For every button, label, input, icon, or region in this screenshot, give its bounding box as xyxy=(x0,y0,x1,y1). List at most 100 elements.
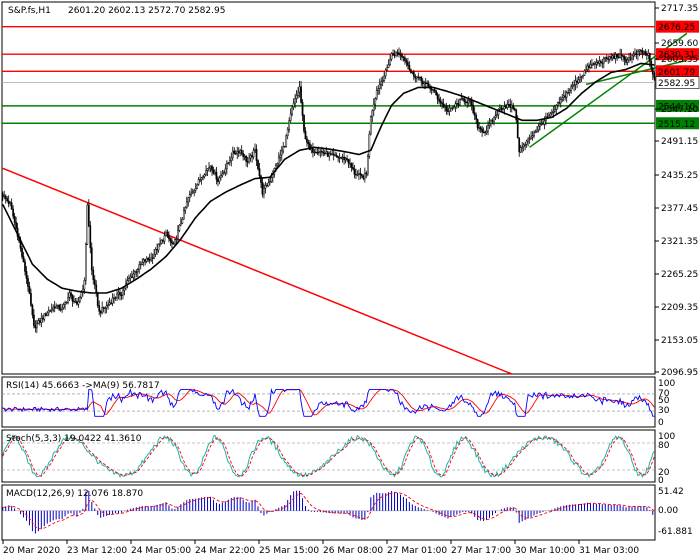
candle-body xyxy=(237,151,240,154)
candle-body xyxy=(467,100,470,104)
candle-body xyxy=(107,304,109,306)
candle-body xyxy=(30,293,32,306)
panel-frames xyxy=(1,1,656,541)
candle-body xyxy=(102,307,105,309)
candle-body xyxy=(83,280,86,290)
level-label-3: 2544.10 xyxy=(658,102,695,112)
candle-body xyxy=(458,99,461,106)
x-tick-label: 23 Mar 12:00 xyxy=(67,546,127,556)
candle-body xyxy=(225,163,228,170)
candle-body xyxy=(559,99,562,104)
candle-body xyxy=(447,110,449,112)
candle-body xyxy=(340,157,342,159)
candle-body xyxy=(456,103,458,105)
candle-body xyxy=(573,84,575,86)
candle-body xyxy=(181,218,184,224)
candle-body xyxy=(13,216,16,223)
x-tick-label: 27 Mar 17:00 xyxy=(451,546,511,556)
candle-body xyxy=(145,258,148,262)
candle-body xyxy=(286,129,289,137)
candle-body xyxy=(325,151,328,154)
candle-body xyxy=(585,69,587,72)
candle-body xyxy=(644,51,647,55)
candle-body xyxy=(166,231,169,237)
level-label-0: 2676.25 xyxy=(658,23,695,33)
candle-body xyxy=(212,170,215,174)
candle-body xyxy=(412,71,415,77)
candle-body xyxy=(217,179,219,182)
candle-body xyxy=(292,102,295,108)
candle-body xyxy=(390,53,393,60)
candle-body xyxy=(614,54,617,59)
main-y-tick-label: 2377.45 xyxy=(661,204,698,214)
candle-body xyxy=(228,160,231,163)
candle-body xyxy=(209,165,212,169)
rsi-y-tick-label: 100 xyxy=(658,379,675,389)
candle-body xyxy=(67,296,69,303)
candle-body xyxy=(625,59,627,63)
rsi-line xyxy=(2,388,655,417)
candle-body xyxy=(426,82,429,84)
rsi-y-tick-label: 50 xyxy=(658,396,670,406)
candle-body xyxy=(602,58,605,64)
candle-body xyxy=(27,278,29,287)
trendline-2 xyxy=(585,59,688,86)
stoch-d-line xyxy=(2,436,655,477)
candle-body xyxy=(414,76,417,79)
candle-body xyxy=(282,146,285,152)
candle-body xyxy=(421,80,424,85)
candle-body xyxy=(337,156,339,159)
candle-body xyxy=(372,103,375,112)
candle-body xyxy=(491,120,494,122)
candle-body xyxy=(135,271,138,273)
candle-body xyxy=(595,62,598,65)
candle-body xyxy=(389,58,391,66)
candle-body xyxy=(251,155,253,158)
candle-body xyxy=(319,151,322,153)
candle-body xyxy=(543,120,546,125)
candle-body xyxy=(461,98,464,100)
candle-body xyxy=(211,165,213,171)
stoch-label: Stoch(5,3,3) 19.0422 41.3610 xyxy=(6,434,142,444)
candle-body xyxy=(506,104,509,109)
candle-body xyxy=(34,325,37,329)
candle-body xyxy=(592,63,595,65)
candle-body xyxy=(562,95,565,98)
candle-body xyxy=(528,138,531,140)
candle-body xyxy=(616,54,619,58)
candle-body xyxy=(374,98,377,105)
candle-body xyxy=(227,162,230,164)
candle-body xyxy=(500,107,503,110)
candle-body xyxy=(424,82,427,84)
candle-body xyxy=(168,236,170,240)
candle-body xyxy=(356,174,359,176)
candle-body xyxy=(653,73,656,78)
candle-body xyxy=(453,106,455,108)
candle-body xyxy=(306,138,308,143)
candle-body xyxy=(185,201,188,208)
candle-body xyxy=(647,53,650,56)
main-y-tick-label: 2265.25 xyxy=(661,270,698,280)
candle-body xyxy=(46,312,49,316)
candle-body xyxy=(218,177,221,182)
candle-body xyxy=(64,302,66,305)
candle-body xyxy=(120,294,123,297)
candle-body xyxy=(307,142,310,145)
candle-body xyxy=(122,289,124,296)
candle-body xyxy=(607,58,610,60)
candle-body xyxy=(267,182,270,187)
main-y-tick-label: 2659.60 xyxy=(661,39,698,49)
candle-body xyxy=(542,123,544,125)
candle-body xyxy=(350,163,353,168)
candle-body xyxy=(157,244,160,251)
main-y-tick-label: 2153.05 xyxy=(661,336,698,346)
candle-body xyxy=(9,202,12,204)
candle-body xyxy=(177,230,179,240)
candle-body xyxy=(283,146,286,148)
candle-body xyxy=(55,305,58,309)
candle-body xyxy=(40,317,43,323)
candle-body xyxy=(438,98,440,102)
candle-body xyxy=(362,175,365,179)
candle-body xyxy=(156,248,158,251)
candle-body xyxy=(28,286,31,294)
